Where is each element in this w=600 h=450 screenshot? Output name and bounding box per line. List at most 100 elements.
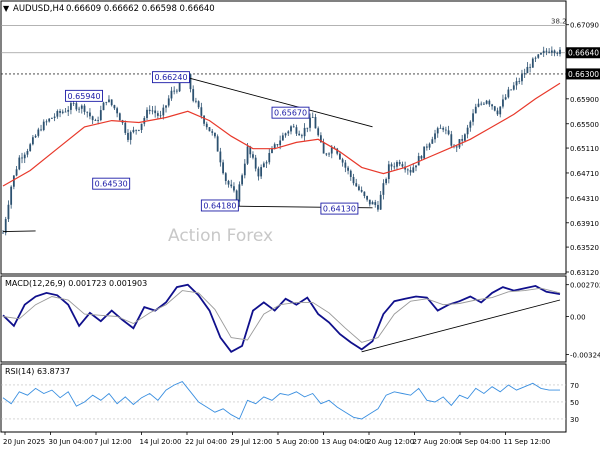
candle-body (105, 101, 108, 103)
candle-body (409, 170, 412, 173)
candle-body (330, 147, 333, 154)
price-annotation-label: 0.65940 (68, 92, 101, 101)
candle-body (156, 113, 159, 116)
candle-body (404, 166, 407, 170)
candle-body (243, 163, 246, 176)
candle-body (358, 186, 360, 190)
price-tag-label: 0.66300 (568, 70, 599, 79)
candle-body (132, 129, 135, 133)
candle-body (72, 103, 75, 104)
candle-body (385, 179, 388, 184)
candle-body (309, 117, 311, 128)
candle-body (222, 162, 224, 174)
candle-body (534, 57, 537, 59)
candle-body (401, 164, 404, 167)
candle-body (56, 111, 59, 117)
candle-body (406, 169, 409, 171)
candle-body (116, 108, 119, 114)
y-tick-label: 0.65900 (570, 96, 599, 104)
macd-panel-frame (0, 275, 567, 363)
candle-body (205, 123, 208, 128)
candle-body (512, 85, 515, 90)
candle-body (257, 168, 260, 177)
candle-body (10, 186, 13, 205)
moving-average-line (2, 82, 561, 187)
candle-body (393, 166, 396, 168)
price-annotation-label: 0.64180 (203, 201, 236, 210)
candle-body (254, 157, 257, 169)
rsi-y-tick-label: 50 (570, 399, 579, 407)
candle-body (51, 117, 53, 119)
candle-body (510, 89, 512, 91)
candle-body (12, 175, 15, 187)
price-annotation-label: 0.66240 (154, 73, 187, 82)
candle-body (208, 127, 211, 132)
candle-body (518, 81, 521, 82)
candle-body (23, 154, 26, 159)
candle-body (4, 219, 7, 233)
rsi-header: RSI(14) 63.8737 (5, 367, 70, 376)
candle-body (241, 175, 244, 185)
candle-body (311, 117, 314, 118)
candle-body (442, 127, 445, 130)
candle-body (485, 100, 488, 104)
candle-body (436, 128, 439, 134)
candle-body (483, 103, 485, 105)
candle-body (526, 66, 529, 74)
candle-body (366, 196, 368, 200)
candle-body (143, 117, 146, 124)
candle-body (360, 189, 363, 192)
candle-body (455, 146, 458, 148)
candle-body (292, 126, 295, 128)
candle-body (40, 129, 42, 131)
candle-body (472, 113, 474, 122)
candle-body (137, 129, 140, 131)
candle-body (349, 170, 352, 177)
candle-body (504, 97, 507, 100)
candle-body (59, 111, 61, 113)
candle-body (170, 90, 173, 99)
candle-body (21, 157, 23, 159)
symbol-menu-icon[interactable]: ▼ (3, 4, 10, 13)
candle-body (260, 167, 263, 177)
candle-body (238, 184, 241, 202)
candle-body (42, 121, 45, 131)
candle-body (75, 103, 78, 110)
candle-body (108, 99, 110, 102)
trendline (187, 77, 373, 128)
macd-y-tick-label: 0.00 (570, 313, 586, 321)
x-tick-label: 14 Jul 20:00 (140, 438, 182, 446)
candle-body (415, 165, 417, 168)
candle-body (439, 127, 442, 129)
candle-body (290, 126, 292, 132)
candle-body (447, 130, 450, 135)
candle-body (396, 162, 398, 167)
candle-body (428, 143, 431, 148)
candle-body (29, 144, 32, 151)
candle-body (167, 98, 170, 106)
price-tag-box (566, 68, 600, 80)
candle-body (417, 156, 420, 166)
candle-body (390, 164, 393, 167)
candle-body (325, 153, 328, 155)
candle-body (559, 49, 561, 54)
candle-body (352, 176, 355, 184)
candle-body (529, 66, 532, 68)
y-tick-label: 0.64310 (570, 195, 599, 203)
candle-body (53, 116, 56, 118)
candle-body (521, 74, 523, 82)
candle-body (102, 102, 105, 111)
macd-y-tick-label: 0.002702 (570, 282, 600, 290)
candle-body (412, 167, 415, 173)
candle-body (64, 111, 67, 113)
candle-body (124, 122, 127, 133)
candle-body (34, 135, 37, 138)
candle-body (450, 134, 453, 146)
candle-body (363, 191, 366, 197)
candle-body (355, 183, 358, 187)
candle-body (464, 134, 466, 141)
candle-body (262, 163, 265, 168)
candle-body (246, 146, 249, 164)
candle-body (540, 52, 542, 55)
candle-body (211, 131, 214, 133)
